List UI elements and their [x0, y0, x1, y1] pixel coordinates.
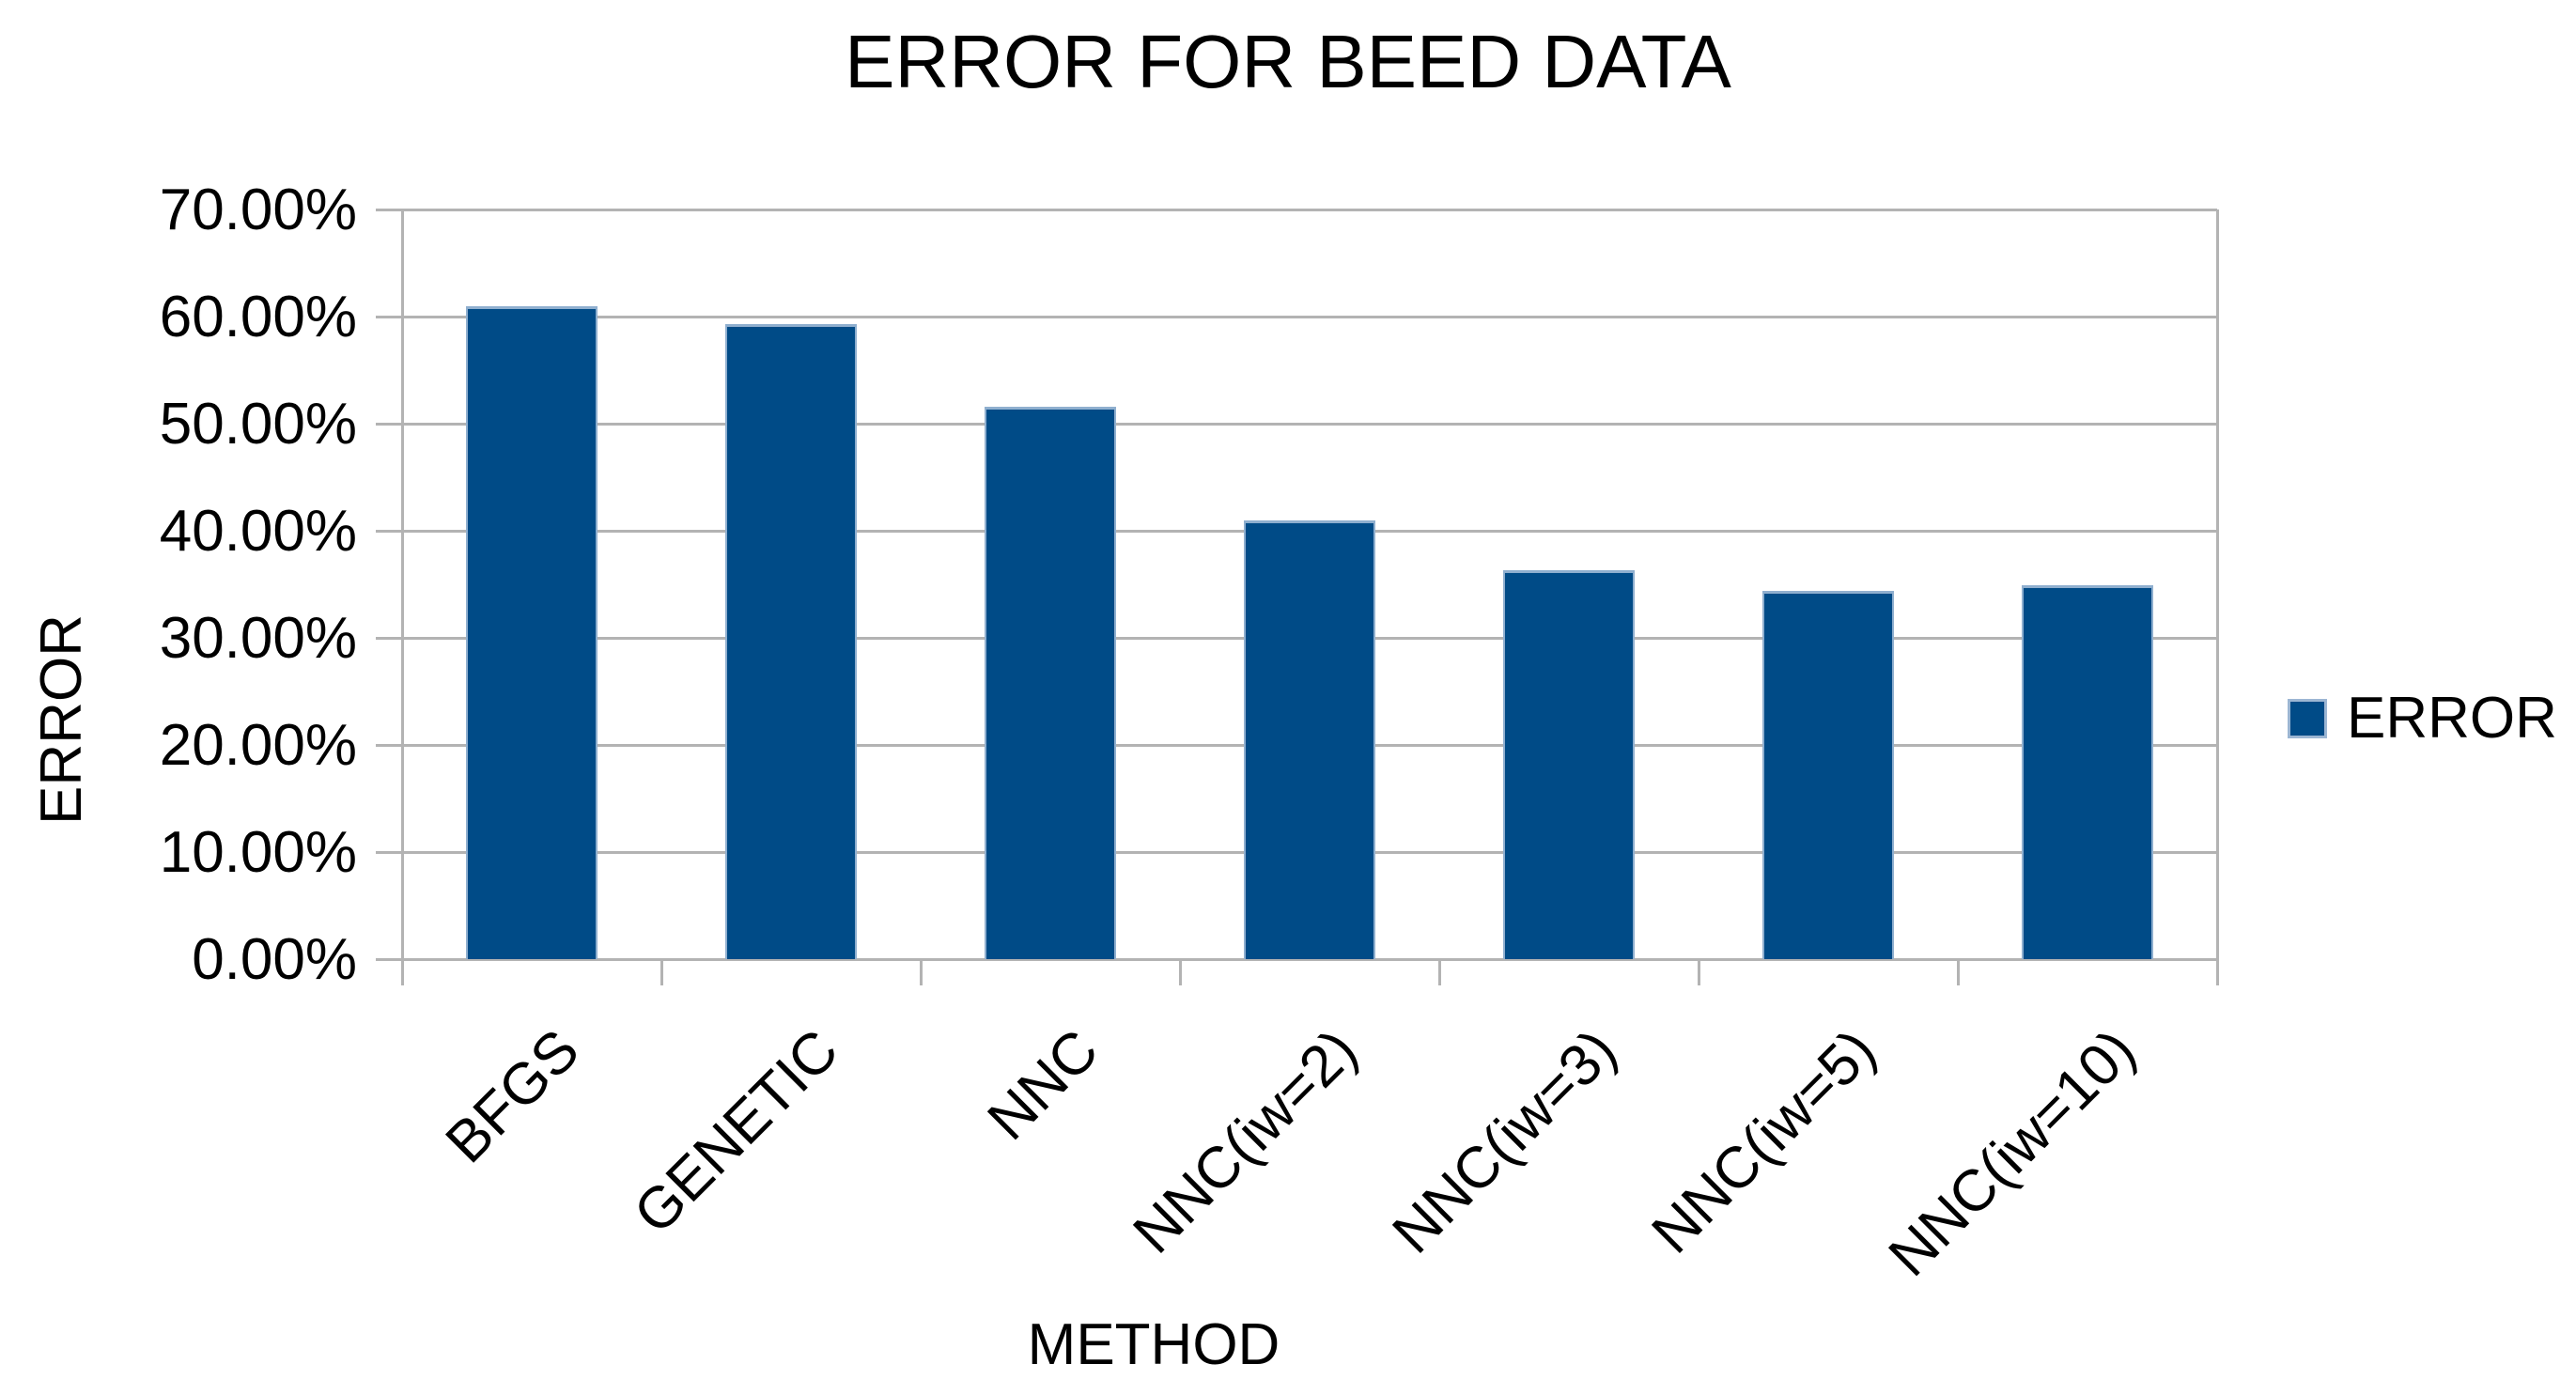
gridline [376, 423, 2217, 426]
bar-NNC(iw=5) [1762, 590, 1894, 959]
bar-BFGS [466, 305, 597, 959]
legend-label: ERROR [2347, 686, 2557, 751]
y-tick-label: 50.00% [159, 392, 357, 457]
y-tick-label: 0.00% [192, 927, 357, 992]
y-tick-label: 10.00% [159, 820, 357, 885]
y-tick-label: 70.00% [159, 178, 357, 242]
chart-title: ERROR FOR BEED DATA [845, 20, 1731, 103]
category-label: NNC(iw=2) [1121, 1017, 1370, 1266]
y-axis-line [401, 209, 404, 985]
category-label: NNC [975, 1017, 1110, 1153]
gridline [376, 316, 2217, 318]
category-label: NNC(iw=3) [1380, 1017, 1629, 1266]
gridline [376, 209, 2217, 211]
category-label: BFGS [433, 1017, 592, 1176]
bar-NNC(iw=10) [2022, 585, 2153, 959]
bar-GENETIC [725, 323, 857, 959]
category-label: GENETIC [622, 1017, 851, 1247]
x-axis-tick [1179, 959, 1182, 985]
bar-NNC [985, 406, 1116, 959]
y-tick-label: 30.00% [159, 606, 357, 671]
y-tick-label: 20.00% [159, 713, 357, 778]
gridline [376, 958, 2217, 961]
x-axis-tick [660, 959, 663, 985]
category-label: NNC(iw=10) [1876, 1017, 2148, 1289]
x-axis-title: METHOD [1027, 1312, 1280, 1377]
y-tick-label: 40.00% [159, 499, 357, 564]
category-label: NNC(iw=5) [1639, 1017, 1888, 1266]
x-axis-tick [1957, 959, 1960, 985]
bar-NNC(iw=3) [1503, 570, 1635, 959]
y-tick-label: 60.00% [159, 285, 357, 349]
bar-NNC(iw=2) [1244, 519, 1375, 959]
legend: ERROR [2288, 690, 2557, 748]
legend-swatch [2288, 699, 2327, 738]
x-axis-tick [1438, 959, 1441, 985]
plot-right-border [2216, 209, 2219, 985]
x-axis-tick [920, 959, 923, 985]
x-axis-tick [1698, 959, 1700, 985]
